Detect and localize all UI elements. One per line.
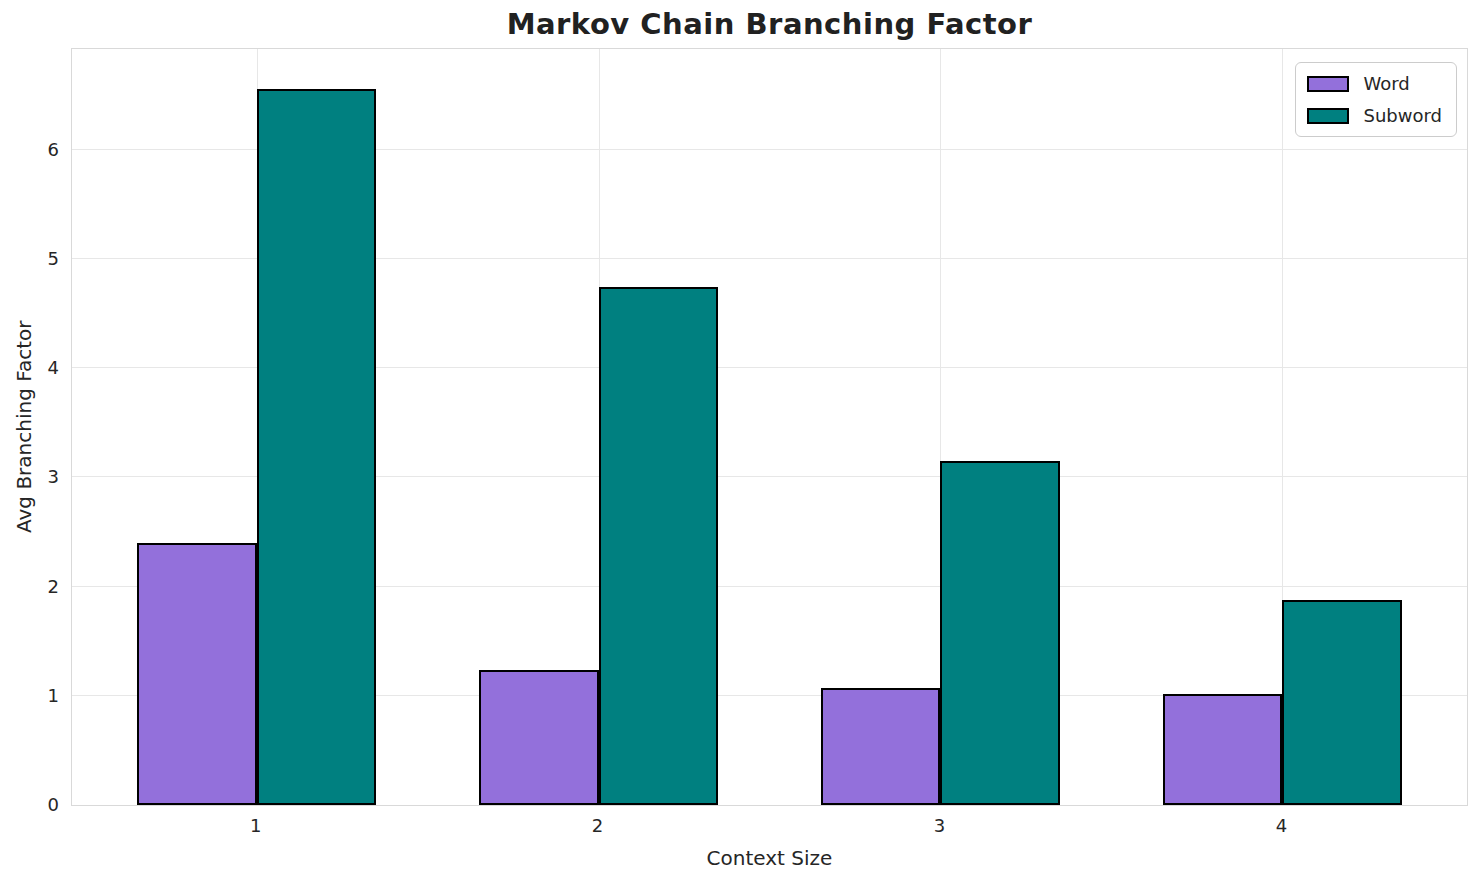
y-tick-label: 4	[48, 357, 59, 378]
legend-swatch-word	[1307, 76, 1349, 92]
x-tick-label: 2	[592, 815, 603, 836]
bar-word-context-3	[821, 688, 941, 805]
bar-word-context-2	[479, 670, 599, 805]
x-tick-label: 1	[250, 815, 261, 836]
legend-item-word: Word	[1307, 73, 1442, 94]
bar-subword-context-1	[257, 89, 377, 805]
legend-swatch-subword	[1307, 108, 1349, 124]
bar-subword-context-4	[1282, 600, 1402, 805]
bar-word-context-4	[1163, 694, 1283, 805]
y-tick-label: 1	[48, 684, 59, 705]
chart-title: Markov Chain Branching Factor	[71, 7, 1468, 41]
y-axis-tick-labels: 0123456	[0, 48, 59, 806]
x-axis-tick-labels: 1 2 3 4	[71, 815, 1468, 841]
bar-subword-context-2	[599, 287, 719, 805]
y-tick-label: 2	[48, 575, 59, 596]
legend-label-subword: Subword	[1363, 105, 1442, 126]
y-tick-label: 6	[48, 138, 59, 159]
x-axis-label: Context Size	[71, 846, 1468, 870]
bar-subword-context-3	[940, 461, 1060, 805]
legend-item-subword: Subword	[1307, 105, 1442, 126]
legend: Word Subword	[1295, 62, 1457, 137]
y-tick-label: 0	[48, 794, 59, 815]
x-tick-label: 3	[934, 815, 945, 836]
figure: Markov Chain Branching Factor Avg Branch…	[0, 0, 1484, 885]
bar-word-context-1	[137, 543, 257, 805]
plot-area: Word Subword	[71, 48, 1468, 806]
legend-label-word: Word	[1363, 73, 1409, 94]
y-tick-label: 5	[48, 247, 59, 268]
x-tick-label: 4	[1276, 815, 1287, 836]
y-tick-label: 3	[48, 466, 59, 487]
